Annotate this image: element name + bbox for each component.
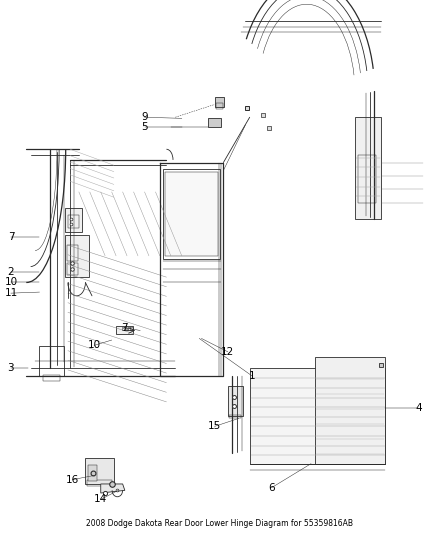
- Bar: [358, 155, 376, 203]
- Text: 3: 3: [7, 363, 14, 373]
- Bar: [65, 208, 82, 232]
- Bar: [229, 415, 241, 418]
- Bar: [216, 103, 223, 109]
- Bar: [88, 465, 97, 481]
- Text: 10: 10: [88, 341, 101, 350]
- Text: 12: 12: [221, 347, 234, 357]
- Bar: [228, 386, 243, 416]
- Bar: [355, 117, 381, 219]
- Text: 5: 5: [141, 122, 148, 132]
- Bar: [163, 169, 220, 259]
- Bar: [85, 458, 114, 484]
- Bar: [43, 375, 60, 381]
- Bar: [67, 245, 78, 261]
- Bar: [208, 118, 221, 127]
- Bar: [315, 357, 385, 464]
- Bar: [39, 346, 64, 376]
- Text: 10: 10: [4, 278, 18, 287]
- Text: 2008 Dodge Dakota Rear Door Lower Hinge Diagram for 55359816AB: 2008 Dodge Dakota Rear Door Lower Hinge …: [85, 519, 353, 528]
- Text: 6: 6: [268, 483, 275, 492]
- Text: 2: 2: [7, 267, 14, 277]
- Bar: [165, 172, 218, 256]
- Polygon shape: [101, 484, 125, 493]
- Text: FWD: FWD: [121, 327, 134, 333]
- Text: 1: 1: [248, 371, 255, 381]
- Bar: [116, 326, 133, 334]
- Bar: [215, 97, 224, 107]
- Bar: [87, 480, 112, 486]
- Bar: [67, 263, 78, 275]
- Bar: [68, 215, 79, 228]
- Text: 14: 14: [94, 495, 107, 504]
- Bar: [250, 368, 385, 464]
- Text: 9: 9: [141, 112, 148, 122]
- Text: 15: 15: [208, 422, 221, 431]
- Text: 4: 4: [415, 403, 422, 413]
- Text: 11: 11: [4, 288, 18, 298]
- Bar: [65, 235, 89, 277]
- Text: 7: 7: [7, 232, 14, 242]
- Text: 16: 16: [66, 475, 79, 484]
- Text: 7: 7: [121, 323, 128, 333]
